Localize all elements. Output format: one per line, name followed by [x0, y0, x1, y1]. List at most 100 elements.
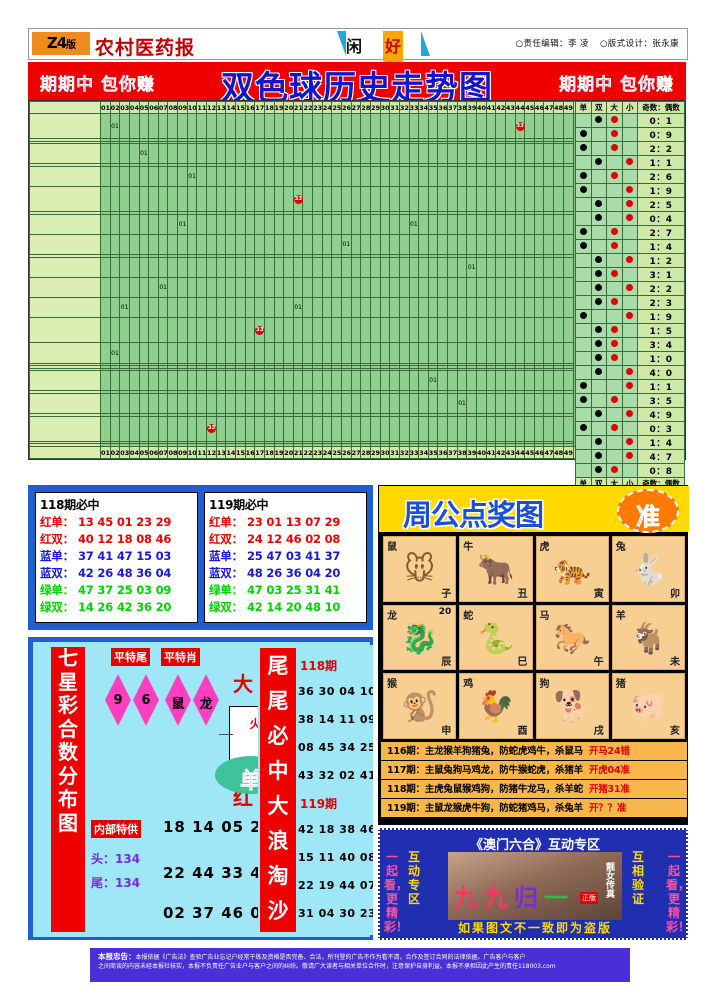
grid-cell	[244, 342, 256, 364]
stat-dot-shuang	[590, 295, 607, 310]
stat-dot-xiao	[621, 211, 638, 226]
grid-cell	[312, 143, 323, 165]
grid-column-header: 35	[427, 446, 439, 459]
grid-cell	[177, 165, 188, 188]
grid-cell	[167, 370, 179, 392]
weiwei-period-118: 118期	[300, 659, 338, 673]
grid-ball-marker: 33	[292, 186, 304, 213]
stat-ratio: 2：6	[637, 169, 685, 184]
grid-cell	[437, 276, 449, 299]
grid-cell	[533, 186, 545, 213]
grid-cell	[456, 165, 468, 188]
grid-cell	[476, 213, 487, 236]
grid-cell	[196, 370, 208, 392]
stat-dot-da	[606, 169, 623, 184]
row-numbers: 47 37 25 03 09	[78, 583, 172, 597]
grid-cell	[148, 415, 159, 442]
grid-cell	[466, 317, 477, 344]
zhun-badge-label: 准	[636, 503, 661, 532]
grid-cell	[157, 392, 169, 415]
grid-cell	[206, 276, 217, 299]
grid-cell	[234, 234, 246, 256]
grid-cell	[283, 415, 294, 442]
stat-dot-da	[606, 183, 623, 198]
grid-cell	[128, 213, 140, 236]
stat-dot-dan	[575, 309, 592, 324]
grid-cell	[466, 186, 477, 213]
grid-cell	[495, 112, 506, 140]
grid-cell	[562, 234, 575, 256]
grid-cell	[369, 392, 381, 415]
grid-cell	[418, 213, 429, 236]
grid-cell	[109, 213, 121, 236]
grid-column-header: 18	[263, 101, 275, 114]
grid-cell	[254, 234, 265, 256]
grid-cell	[504, 370, 516, 392]
grid-column-header: 24	[321, 446, 333, 459]
grid-cell	[437, 112, 449, 140]
grid-row-lead	[29, 415, 101, 442]
stat-row: 0：8	[575, 463, 685, 478]
grid-cell	[273, 165, 285, 188]
grid-cell	[283, 234, 294, 256]
grid-cell	[485, 415, 497, 442]
stat-dot-dan	[575, 421, 592, 436]
stat-row: 2：5	[575, 197, 685, 212]
grid-cell	[292, 415, 304, 442]
grid-cell	[254, 143, 265, 165]
grid-column-header: 32	[398, 101, 410, 114]
grid-cell	[196, 392, 208, 415]
grid-cell	[128, 112, 140, 140]
grid-cell	[128, 415, 140, 442]
zodiac-art-icon: 🐓	[477, 689, 515, 725]
grid-cell	[119, 342, 130, 364]
weiwei-row: 36 30 04 10 05	[298, 685, 373, 698]
grid-cell	[418, 186, 429, 213]
grid-cell	[283, 186, 294, 213]
grid-cell	[456, 415, 468, 442]
grid-cell	[119, 234, 130, 256]
zodiac-corner-number: 20	[438, 606, 452, 617]
stat-dot-dan	[575, 449, 592, 464]
grid-cell	[408, 234, 420, 256]
grid-cell	[292, 370, 304, 392]
grid-ball-marker: 33	[514, 112, 526, 140]
grid-row: 01 01	[29, 213, 685, 236]
stat-dot-da	[606, 239, 623, 254]
grid-cell	[186, 392, 198, 415]
ad-title: 《澳门六合》互动专区	[469, 838, 600, 853]
grid-cell	[331, 256, 342, 278]
grid-cell	[283, 370, 294, 392]
prediction-line: 116期：主龙猴羊狗猪兔，防蛇虎鸡牛，杀鼠马 开马24错	[381, 742, 687, 761]
advertisement[interactable]: 《澳门六合》互动专区 一起看，更精彩！ 互动专区 九 九 归 一 靓女传真 正版…	[378, 828, 688, 940]
grid-cell-marked: 01	[109, 342, 121, 364]
grid-cell	[148, 234, 159, 256]
zodiac-art-icon: 🐐	[629, 621, 668, 657]
grid-cell	[350, 415, 362, 442]
grid-column-header: 41	[485, 101, 497, 114]
grid-cell	[341, 392, 352, 415]
grid-cell	[167, 415, 179, 442]
zodiac-name: 狗	[539, 679, 550, 691]
grid-cell	[109, 186, 121, 213]
grid-cell	[476, 143, 487, 165]
stat-row: 3：4	[575, 337, 685, 352]
grid-cell	[263, 256, 275, 278]
stat-dot-xiao	[621, 281, 638, 296]
grid-column-header: 17	[254, 101, 265, 114]
stat-dot-xiao	[621, 463, 638, 478]
stat-dot-shuang	[590, 141, 607, 156]
grid-cell	[167, 143, 179, 165]
stat-row: 2：6	[575, 169, 685, 184]
grid-cell	[360, 143, 371, 165]
grid-cell	[254, 186, 265, 213]
grid-cell	[466, 297, 477, 319]
grid-cell	[360, 234, 371, 256]
weiwei-row: 43 32 02 41 42	[298, 769, 373, 782]
grid-cell	[138, 213, 150, 236]
grid-column-header: 05	[138, 446, 150, 459]
prediction-result: 开猪31准	[588, 784, 630, 795]
grid-cell	[109, 256, 121, 278]
ad-photo: 九 九 归 一 靓女传真 正版	[448, 852, 622, 920]
grid-cell	[562, 365, 575, 369]
